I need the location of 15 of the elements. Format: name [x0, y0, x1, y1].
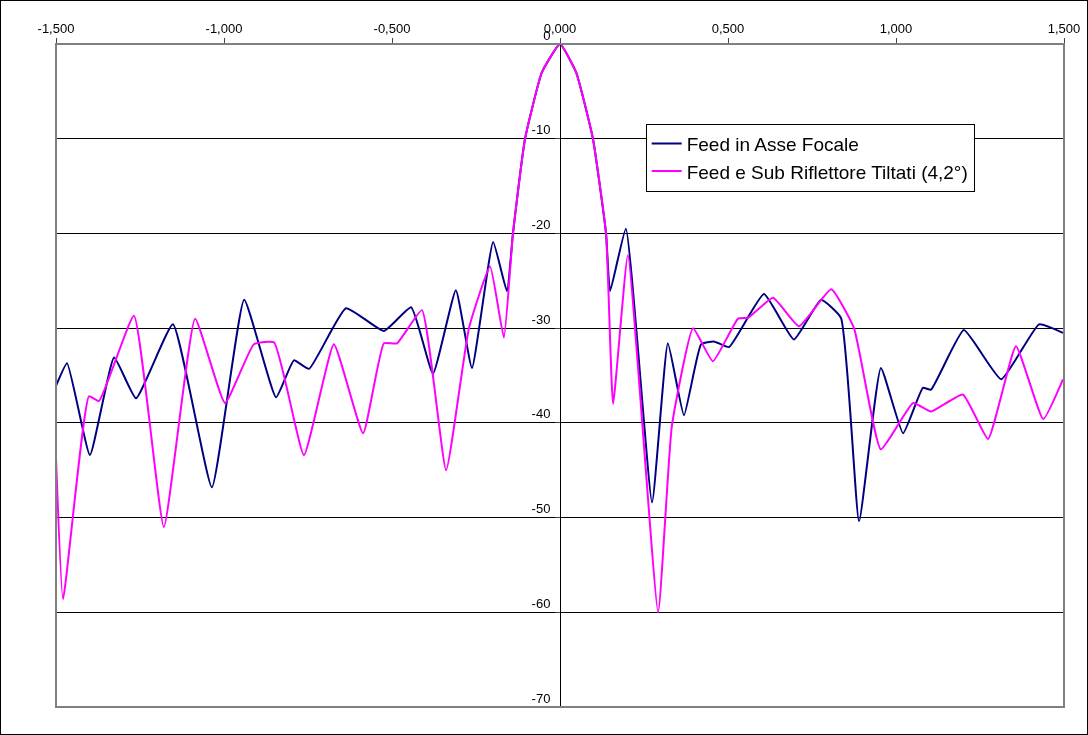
x-tick-label: 1,000 [879, 20, 913, 36]
x-tick-label: -0,500 [373, 20, 411, 36]
y-tick-label: -70 [531, 690, 551, 706]
y-tick-label: -60 [531, 595, 551, 611]
legend-label: Feed in Asse Focale [686, 133, 859, 155]
x-tick-label: -1,500 [37, 20, 75, 36]
y-tick-label: -40 [531, 406, 551, 422]
y-tick-label: -10 [531, 122, 551, 138]
x-tick-label: 0,500 [711, 20, 745, 36]
y-tick-label: -50 [531, 501, 551, 517]
legend-label: Feed e Sub Riflettore Tiltati (4,2°) [686, 161, 968, 183]
y-tick-label: -20 [531, 216, 551, 232]
x-tick-label: -1,000 [205, 20, 243, 36]
x-tick-label: 1,500 [1047, 20, 1081, 36]
y-tick-label: -30 [531, 311, 551, 327]
